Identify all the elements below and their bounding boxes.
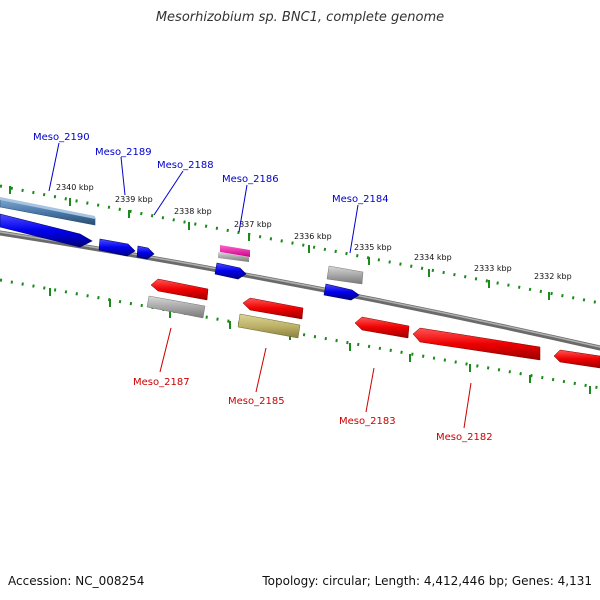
- forward-feature-meso-2189[interactable]: [98, 238, 136, 257]
- ruler-label: 2340 kbp: [56, 183, 94, 192]
- gene-label[interactable]: Meso_2188: [157, 160, 214, 171]
- ruler-label: 2335 kbp: [354, 243, 392, 252]
- reverse-feature-meso-2182[interactable]: [412, 327, 541, 361]
- leader-line: [159, 327, 172, 373]
- forward-feature-meso-2186-b[interactable]: [214, 262, 247, 280]
- ruler-label: 2337 kbp: [234, 220, 272, 229]
- forward-ruler-ticks: [9, 186, 550, 300]
- forward-feature-meso-2190-lower[interactable]: [0, 213, 93, 248]
- leader-line: [349, 204, 359, 254]
- reverse-ruler-track: [0, 278, 600, 390]
- reverse-label-leaders: [159, 327, 472, 429]
- gene-label[interactable]: Meso_2189: [95, 147, 152, 158]
- leader-line: [463, 382, 472, 429]
- ruler-label: 2332 kbp: [534, 272, 572, 281]
- leader-line: [48, 142, 60, 192]
- ruler-label: 2339 kbp: [115, 195, 153, 204]
- leader-line: [238, 184, 248, 233]
- reverse-feature-offscreen[interactable]: [553, 349, 600, 369]
- leader-line: [255, 347, 267, 393]
- reverse-feature-meso-2185[interactable]: [237, 297, 304, 339]
- ruler-label: 2333 kbp: [474, 264, 512, 273]
- forward-feature-meso-2188[interactable]: [136, 245, 155, 260]
- leader-line: [153, 170, 184, 216]
- genome-stats-text: Topology: circular; Length: 4,412,446 bp…: [262, 574, 592, 588]
- forward-label-leaders: [48, 142, 359, 254]
- gene-label[interactable]: Meso_2187: [133, 377, 190, 388]
- gene-label[interactable]: Meso_2184: [332, 194, 389, 205]
- forward-feature-meso-2190[interactable]: [0, 197, 96, 226]
- ruler-label: 2338 kbp: [174, 207, 212, 216]
- leader-line: [365, 367, 375, 413]
- map-title: Mesorhizobium sp. BNC1, complete genome: [155, 10, 445, 25]
- reverse-feature-meso-2183[interactable]: [354, 316, 410, 339]
- reverse-ruler-ticks: [49, 288, 591, 394]
- gene-label[interactable]: Meso_2190: [33, 132, 90, 143]
- reverse-feature-meso-2187[interactable]: [146, 278, 209, 319]
- gene-label[interactable]: Meso_2183: [339, 416, 396, 427]
- genome-backbone: [0, 230, 600, 351]
- ruler-label: 2336 kbp: [294, 232, 332, 241]
- gene-label[interactable]: Meso_2182: [436, 432, 493, 443]
- forward-feature-meso-2184-b[interactable]: [323, 283, 360, 301]
- ruler-label: 2334 kbp: [414, 253, 452, 262]
- gene-label[interactable]: Meso_2185: [228, 396, 285, 407]
- genome-backbone-highlight: [0, 231, 600, 348]
- forward-feature-meso-2186[interactable]: [218, 245, 250, 262]
- leader-line: [120, 156, 126, 196]
- forward-feature-meso-2184[interactable]: [326, 265, 364, 285]
- accession-text: Accession: NC_008254: [8, 574, 145, 588]
- gene-label[interactable]: Meso_2186: [222, 174, 279, 185]
